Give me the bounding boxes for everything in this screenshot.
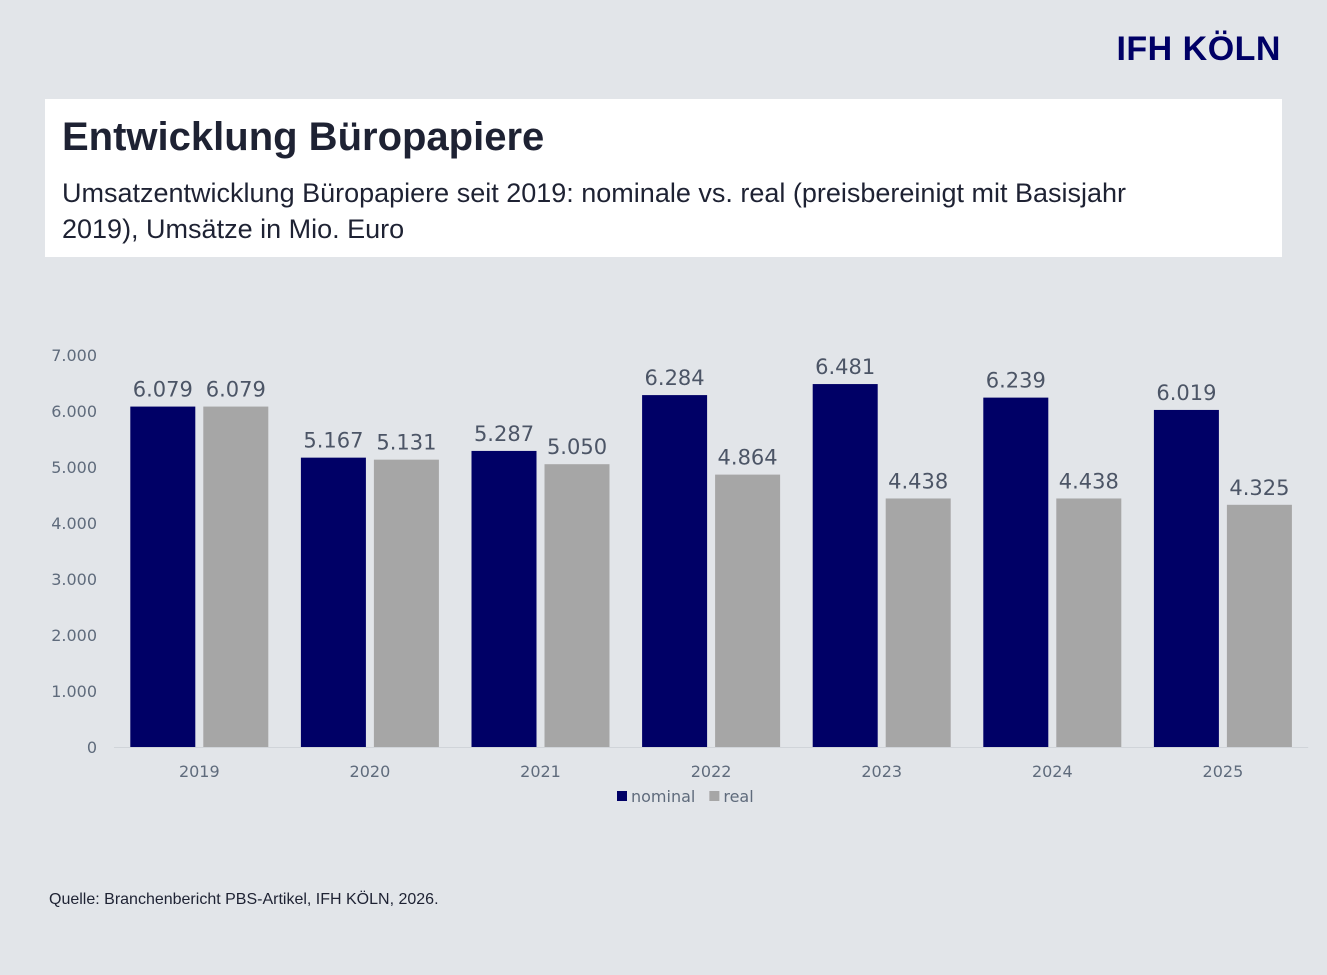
data-label: 6.239 [986,369,1046,393]
bar-nominal-2021 [471,450,537,747]
data-label: 5.131 [376,431,436,455]
x-tick-label: 2021 [520,762,561,781]
data-label: 6.079 [133,378,193,402]
x-tick-label: 2023 [861,762,902,781]
legend-swatch-nominal [617,791,627,801]
x-tick-label: 2024 [1032,762,1073,781]
data-label: 6.284 [645,366,705,390]
bar-nominal-2024 [983,397,1049,747]
x-tick-label: 2019 [179,762,220,781]
bar-real-2024 [1056,498,1122,747]
y-tick-label: 4.000 [51,514,97,533]
data-label: 5.050 [547,435,607,459]
data-label: 5.167 [303,429,363,453]
bar-nominal-2022 [642,395,708,747]
bar-real-2020 [373,459,439,747]
chart-title: Entwicklung Büropapiere [62,115,545,159]
y-tick-label: 3.000 [51,570,97,589]
source-note: Quelle: Branchenbericht PBS-Artikel, IFH… [49,891,439,908]
y-tick-label: 1.000 [51,682,97,701]
data-label: 4.325 [1229,476,1289,500]
bar-real-2021 [544,464,610,747]
title-box: Entwicklung Büropapiere Umsatzentwicklun… [45,99,1282,257]
chart-subtitle: Umsatzentwicklung Büropapiere seit 2019:… [62,178,1126,244]
legend-label-real: real [723,787,753,806]
bar-nominal-2020 [300,457,366,747]
brand-logo: IFH KÖLN [1116,30,1281,68]
y-tick-label: 2.000 [51,626,97,645]
bar-nominal-2025 [1153,409,1219,747]
bar-nominal-2023 [812,384,878,747]
data-label: 4.864 [718,446,778,470]
data-label: 6.079 [206,378,266,402]
data-label: 6.019 [1156,381,1216,405]
x-tick-label: 2022 [691,762,732,781]
legend-label-nominal: nominal [631,787,695,806]
x-tick-label: 2025 [1203,762,1244,781]
bar-nominal-2019 [130,406,196,747]
data-label: 6.481 [815,355,875,379]
data-label: 4.438 [1059,469,1119,493]
y-tick-label: 5.000 [51,458,97,477]
data-label: 4.438 [888,469,948,493]
x-tick-label: 2020 [350,762,391,781]
legend-swatch-real [709,791,720,801]
bar-real-2025 [1226,504,1292,747]
y-tick-label: 0 [87,738,97,757]
bar-real-2019 [203,406,269,747]
data-label: 5.287 [474,422,534,446]
bar-real-2023 [885,498,951,747]
y-tick-label: 7.000 [51,346,97,365]
y-tick-label: 6.000 [51,402,97,421]
bar-real-2022 [715,474,781,747]
